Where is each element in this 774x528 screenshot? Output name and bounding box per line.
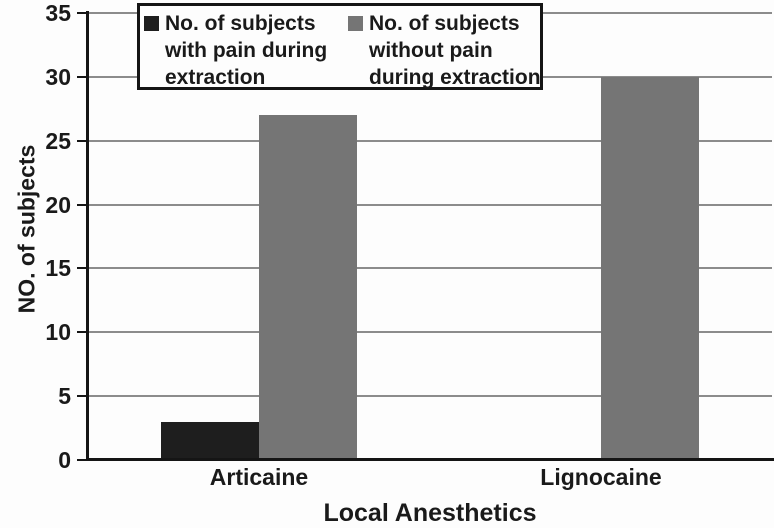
ytick-label-5: 5 <box>58 383 71 410</box>
plot-area <box>88 12 772 460</box>
category-label-lignocaine: Lignocaine <box>540 464 662 490</box>
ytick-label-15: 15 <box>45 255 71 282</box>
legend-line: extraction <box>165 66 266 89</box>
ytick-mark-15 <box>77 267 88 270</box>
ytick-label-10: 10 <box>45 319 71 346</box>
ytick-label-0: 0 <box>58 447 71 473</box>
gridline-25 <box>88 139 772 142</box>
legend-label-with-pain: No. of subjects with pain during extract… <box>165 10 327 91</box>
ytick-mark-10 <box>77 331 88 334</box>
ytick-mark-30 <box>77 75 88 78</box>
ytick-mark-20 <box>77 203 88 206</box>
ytick-label-20: 20 <box>45 191 71 218</box>
y-axis-title: NO. of subjects <box>13 144 40 314</box>
legend-line: with pain during <box>165 39 328 62</box>
gridline-5 <box>88 395 772 398</box>
x-axis-line <box>86 458 774 461</box>
legend-entry-without-pain: No. of subjects without pain during extr… <box>348 10 541 91</box>
legend-line: without pain <box>369 39 493 62</box>
y-axis-line <box>86 11 89 460</box>
legend-swatch-with-pain-icon <box>144 16 159 31</box>
legend-entry-with-pain: No. of subjects with pain during extract… <box>144 10 327 91</box>
ytick-label-30: 30 <box>45 63 71 90</box>
gridline-15 <box>88 267 772 270</box>
legend: No. of subjects with pain during extract… <box>137 3 543 90</box>
gridline-10 <box>88 331 772 334</box>
ytick-mark-0 <box>77 459 88 461</box>
ytick-mark-25 <box>77 139 88 142</box>
ytick-label-25: 25 <box>45 127 71 154</box>
bar-articaine-series-1 <box>161 421 259 460</box>
ytick-mark-5 <box>77 395 88 398</box>
category-label-articaine: Articaine <box>209 464 309 490</box>
gridline-20 <box>88 203 772 206</box>
legend-swatch-without-pain-icon <box>348 16 363 31</box>
x-axis-title: Local Anesthetics <box>323 499 537 527</box>
legend-line: No. of subjects <box>165 12 316 35</box>
ytick-mark-35 <box>77 12 88 14</box>
bar-articaine-series-2 <box>259 115 357 460</box>
ytick-label-35: 35 <box>45 0 71 26</box>
legend-label-without-pain: No. of subjects without pain during extr… <box>369 10 541 91</box>
bar-lignocaine-series-2 <box>601 76 699 460</box>
legend-line: No. of subjects <box>369 12 520 35</box>
legend-line: during extraction <box>369 66 541 89</box>
